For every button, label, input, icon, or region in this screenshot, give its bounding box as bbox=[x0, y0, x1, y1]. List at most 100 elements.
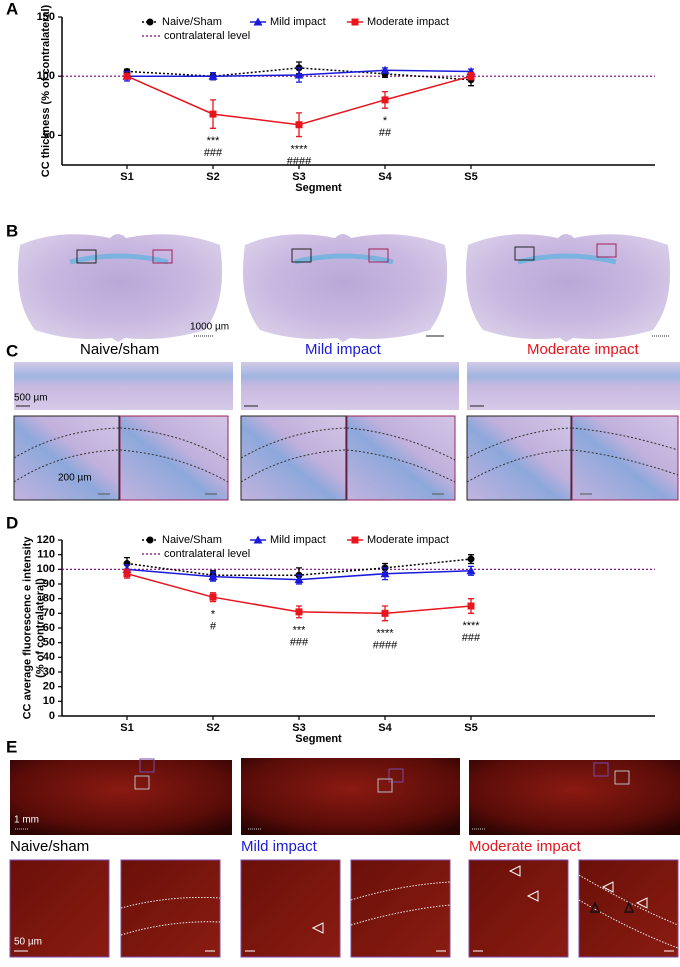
point bbox=[381, 96, 389, 104]
point bbox=[295, 121, 303, 129]
y-axis-title: CC thickness (% of contralateral) bbox=[40, 4, 52, 177]
x-tick-label: S1 bbox=[120, 171, 133, 183]
roi-box bbox=[514, 246, 535, 261]
point bbox=[380, 65, 390, 74]
significance-label: ### bbox=[204, 147, 223, 159]
panel-label: A bbox=[6, 0, 18, 18]
point bbox=[295, 608, 303, 616]
x-tick-label: S3 bbox=[292, 722, 305, 734]
y-tick-label: 120 bbox=[37, 534, 55, 546]
roi-box bbox=[368, 248, 389, 263]
legend-marker bbox=[146, 536, 154, 544]
y-tick-label: 100 bbox=[37, 70, 55, 82]
x-tick-label: S4 bbox=[378, 722, 392, 734]
legend-label: contralateral level bbox=[164, 548, 250, 560]
panel-c-images: 500 µm 200 µm bbox=[13, 362, 680, 501]
significance-label: **** bbox=[376, 628, 394, 640]
y-tick-label: 10 bbox=[43, 695, 55, 707]
panel-label: E bbox=[6, 737, 17, 756]
roi-box bbox=[152, 249, 173, 264]
significance-label: *** bbox=[293, 625, 307, 637]
x-axis-title: Segment bbox=[295, 733, 342, 745]
legend-marker bbox=[253, 17, 263, 26]
roi-box bbox=[596, 243, 617, 258]
point bbox=[467, 602, 475, 610]
legend-label: Moderate impact bbox=[367, 16, 449, 28]
panel-e-images: 1 mm 50 µm bbox=[9, 758, 680, 958]
point bbox=[209, 593, 217, 601]
point bbox=[381, 609, 389, 617]
significance-label: ## bbox=[379, 127, 392, 139]
point bbox=[208, 71, 218, 80]
roi-box bbox=[291, 248, 312, 263]
x-tick-label: S5 bbox=[464, 171, 477, 183]
scale-bar-label: 1 mm bbox=[14, 815, 39, 826]
y-tick-label: 50 bbox=[43, 637, 55, 649]
x-axis-title: Segment bbox=[295, 182, 342, 194]
x-tick-label: S1 bbox=[120, 722, 133, 734]
group-caption: Naive/sham bbox=[10, 838, 89, 855]
significance-label: * bbox=[383, 115, 388, 127]
point bbox=[123, 570, 131, 578]
scale-bar-label: 200 µm bbox=[58, 473, 92, 484]
point bbox=[294, 575, 304, 584]
group-caption: Moderate impact bbox=[469, 838, 582, 855]
y-tick-label: 150 bbox=[37, 11, 55, 23]
significance-label: ### bbox=[290, 637, 309, 649]
y-axis-title: CC average fluorescenc e intensity bbox=[21, 536, 33, 720]
scale-bar-label: 500 µm bbox=[14, 393, 48, 404]
x-tick-label: S2 bbox=[206, 722, 219, 734]
y-tick-label: 70 bbox=[43, 607, 55, 619]
point bbox=[123, 72, 131, 80]
scale-bar-label: 50 µm bbox=[14, 937, 42, 948]
significance-label: * bbox=[211, 609, 216, 621]
significance-label: # bbox=[210, 621, 217, 633]
significance-label: *** bbox=[207, 135, 221, 147]
legend-marker bbox=[253, 535, 263, 544]
panel-b-images: 1000 µm bbox=[17, 234, 671, 342]
y-axis-title: (% of contralateral) bbox=[34, 578, 46, 678]
legend-label: Mild impact bbox=[270, 16, 326, 28]
brain-section bbox=[17, 234, 223, 342]
x-tick-label: S2 bbox=[206, 171, 219, 183]
point bbox=[467, 555, 475, 563]
y-tick-label: 60 bbox=[43, 622, 55, 634]
group-caption: Mild impact bbox=[241, 838, 318, 855]
point bbox=[208, 572, 218, 581]
point bbox=[209, 110, 217, 118]
brain-section bbox=[465, 234, 671, 342]
group-caption: Naive/sham bbox=[80, 341, 159, 358]
x-tick-label: S3 bbox=[292, 171, 305, 183]
y-tick-label: 0 bbox=[49, 710, 55, 722]
legend-marker bbox=[146, 18, 154, 26]
legend-label: Mild impact bbox=[270, 534, 326, 546]
point bbox=[466, 566, 476, 575]
legend-label: Naive/Sham bbox=[162, 534, 222, 546]
significance-label: ### bbox=[462, 632, 481, 644]
group-caption: Moderate impact bbox=[527, 341, 640, 358]
point bbox=[294, 70, 304, 79]
x-tick-label: S5 bbox=[464, 722, 477, 734]
y-tick-label: 30 bbox=[43, 666, 55, 678]
y-tick-label: 100 bbox=[37, 563, 55, 575]
group-caption: Mild impact bbox=[305, 341, 382, 358]
roi-box bbox=[76, 249, 97, 264]
x-tick-label: S4 bbox=[378, 171, 392, 183]
panel-label: D bbox=[6, 513, 18, 532]
significance-label: #### bbox=[373, 640, 398, 652]
point bbox=[380, 569, 390, 578]
y-tick-label: 80 bbox=[43, 593, 55, 605]
panel-label: C bbox=[6, 341, 18, 360]
legend-marker bbox=[351, 536, 359, 544]
scale-bar-label: 1000 µm bbox=[190, 322, 229, 333]
panel-label: B bbox=[6, 221, 18, 240]
legend-label: Naive/Sham bbox=[162, 16, 222, 28]
y-tick-label: 110 bbox=[37, 549, 55, 561]
point bbox=[467, 72, 475, 80]
legend-label: contralateral level bbox=[164, 30, 250, 42]
significance-label: #### bbox=[287, 155, 312, 167]
y-tick-label: 40 bbox=[43, 651, 55, 663]
significance-label: **** bbox=[462, 620, 480, 632]
y-tick-label: 20 bbox=[43, 681, 55, 693]
